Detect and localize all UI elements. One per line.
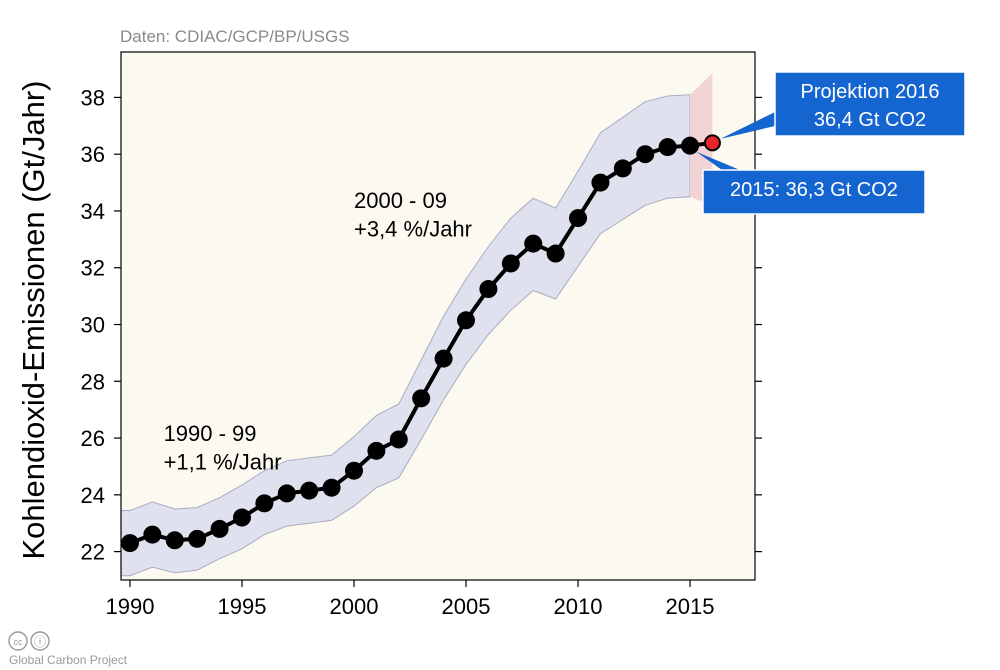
data-point: [210, 519, 229, 538]
data-point: [569, 209, 588, 228]
annotation-text: 1990 - 99: [164, 421, 257, 446]
data-point: [188, 529, 207, 548]
x-tick-label: 2010: [554, 594, 603, 619]
y-tick-label: 34: [81, 199, 105, 224]
data-point: [367, 441, 386, 460]
cc-icon: [8, 631, 28, 651]
data-point: [143, 525, 162, 544]
x-tick-label: 2000: [330, 594, 379, 619]
callout-text: 36,4 Gt CO2: [814, 109, 926, 131]
y-tick-label: 24: [81, 483, 105, 508]
annotation-text: +3,4 %/Jahr: [354, 217, 472, 242]
callout-box: [774, 71, 966, 137]
y-tick-label: 22: [81, 540, 105, 565]
footer: cc ⓘ Global Carbon Project: [8, 631, 128, 667]
footer-org: Global Carbon Project: [9, 653, 128, 667]
data-point: [546, 244, 565, 263]
data-point: [344, 461, 363, 480]
attribution-icon: [30, 631, 50, 651]
callout-pointer: [696, 151, 740, 170]
data-point: [434, 349, 453, 368]
x-tick-label: 1990: [105, 594, 154, 619]
x-tick-label: 1995: [217, 594, 266, 619]
data-point: [165, 531, 184, 550]
data-point: [613, 159, 632, 178]
data-point: [658, 138, 677, 157]
cc-icon-glyph: cc: [14, 637, 24, 647]
data-point: [120, 534, 139, 553]
plot-frame: [120, 51, 756, 581]
annotation-text: 2000 - 09: [354, 188, 447, 213]
annotation-text: +1,1 %/Jahr: [164, 449, 282, 474]
projection-point: [703, 134, 721, 152]
callout-text: Projektion 2016: [801, 81, 940, 103]
plot-area: 1990 1995 2000 2005 2010 2015 22 24 26 28 30 32 34 36…: [81, 51, 966, 619]
data-point: [479, 280, 498, 299]
data-point: [300, 481, 319, 500]
x-tick-label: 2015: [666, 594, 715, 619]
data-point: [389, 430, 408, 449]
y-tick-label: 30: [81, 313, 105, 338]
source-label: Daten: CDIAC/GCP/BP/USGS: [120, 27, 350, 46]
callout-projection-2016: Projektion 2016 36,4 Gt CO2: [720, 71, 966, 139]
callout-2015: 2015: 36,3 Gt CO2: [696, 151, 926, 215]
data-point: [501, 254, 520, 273]
callout-box: [702, 169, 926, 215]
data-point: [524, 234, 543, 253]
data-point: [457, 311, 476, 330]
y-tick-label: 32: [81, 256, 105, 281]
data-point: [255, 494, 274, 513]
y-tick-label: 28: [81, 369, 105, 394]
y-tick-label: 36: [81, 142, 105, 167]
data-point: [681, 136, 700, 155]
y-tick-label: 26: [81, 426, 105, 451]
data-point: [636, 145, 655, 164]
data-point: [322, 478, 341, 497]
data-point: [232, 508, 251, 527]
data-point: [277, 484, 296, 503]
data-point: [412, 389, 431, 408]
y-tick-label: 38: [81, 85, 105, 110]
callout-text: 2015: 36,3 Gt CO2: [730, 179, 898, 201]
callout-pointer: [720, 112, 775, 139]
data-point: [591, 173, 610, 192]
attribution-icon-glyph: ⓘ: [34, 635, 46, 649]
x-tick-label: 2005: [442, 594, 491, 619]
y-axis-label: Kohlendioxid-Emissionen (Gt/Jahr): [16, 81, 51, 560]
